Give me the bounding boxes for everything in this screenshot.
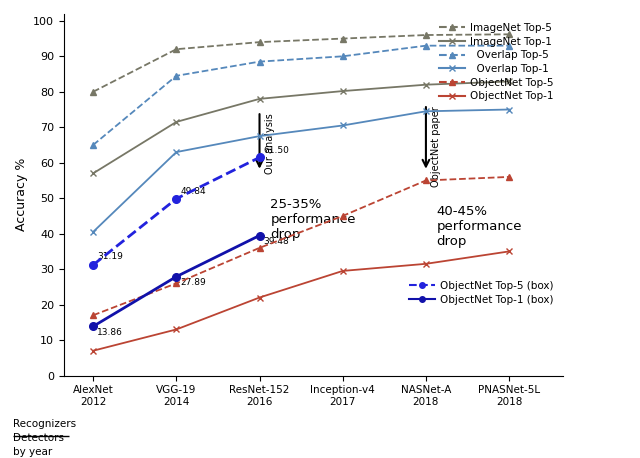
Legend: ObjectNet Top-5 (box), ObjectNet Top-1 (box): ObjectNet Top-5 (box), ObjectNet Top-1 (… <box>405 276 558 309</box>
Text: 49.84: 49.84 <box>180 187 206 196</box>
Text: Detectors: Detectors <box>13 433 64 443</box>
Text: Recognizers: Recognizers <box>13 419 76 429</box>
Text: 31.19: 31.19 <box>97 252 123 262</box>
Text: by year: by year <box>13 447 52 457</box>
Text: 13.86: 13.86 <box>97 328 123 337</box>
Text: Our analysis: Our analysis <box>264 113 275 174</box>
Text: 27.89: 27.89 <box>180 278 206 288</box>
Text: 61.50: 61.50 <box>264 146 289 154</box>
Text: 25-35%
performance
drop: 25-35% performance drop <box>270 198 356 241</box>
Text: ObjectNet paper: ObjectNet paper <box>431 106 441 187</box>
Text: 40-45%
performance
drop: 40-45% performance drop <box>436 205 522 248</box>
Y-axis label: Accuracy %: Accuracy % <box>15 158 28 231</box>
Text: 39.48: 39.48 <box>264 237 289 246</box>
